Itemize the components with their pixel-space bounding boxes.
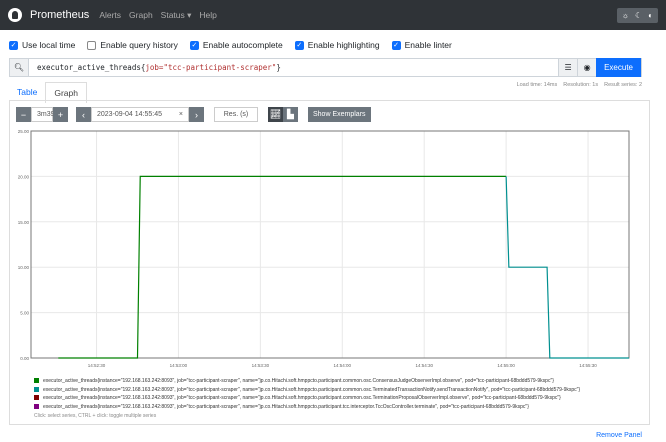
y-tick-label: 10.00	[18, 265, 30, 270]
option-label: Enable linter	[404, 40, 452, 50]
series-color-swatch	[34, 395, 39, 401]
legend-metric: executor_active_threads	[43, 403, 98, 410]
resolution-input[interactable]: Res. (s)	[214, 107, 258, 122]
legend-item[interactable]: executor_active_threads{instance="192.16…	[34, 403, 580, 412]
legend-item[interactable]: executor_active_threads{instance="192.16…	[34, 377, 580, 386]
prometheus-logo-icon[interactable]	[8, 8, 22, 22]
option-label: Enable query history	[100, 40, 178, 50]
legend-item[interactable]: executor_active_threads{instance="192.16…	[34, 394, 580, 403]
graph-controls: − 3m39s + ‹ 2023-09-04 14:55:45 × › Res. …	[16, 107, 371, 122]
option-label: Enable highlighting	[307, 40, 380, 50]
theme-toggle: ☼ ☾ ◐	[616, 7, 658, 23]
graph-panel: − 3m39s + ‹ 2023-09-04 14:55:45 × › Res. …	[9, 100, 650, 425]
prev-time-button[interactable]: ‹	[76, 107, 91, 122]
series-color-swatch	[34, 386, 39, 392]
x-tick-label: 14:52:30	[88, 363, 106, 368]
option-0[interactable]: ✓ Use local time	[9, 40, 75, 50]
series-line	[58, 175, 507, 359]
query-value: "tcc-participant-scraper"	[163, 63, 277, 72]
x-tick-label: 14:54:00	[334, 363, 352, 368]
remove-panel-link[interactable]: Remove Panel	[596, 432, 642, 439]
y-tick-label: 15.00	[18, 220, 30, 225]
option-2[interactable]: ✓ Enable autocomplete	[189, 40, 283, 50]
contrast-icon[interactable]: ◐	[648, 10, 653, 20]
option-1[interactable]: Enable query history	[87, 40, 178, 50]
y-tick-label: 25.00	[18, 129, 30, 134]
legend-labels: {instance="192.168.163.242:8093", job="t…	[97, 395, 561, 401]
series-line	[505, 176, 629, 359]
series-color-swatch	[34, 378, 39, 384]
options-row: ✓ Use local time Enable query history ✓ Enab…	[0, 30, 666, 50]
execute-button[interactable]: Execute	[596, 58, 641, 77]
checkbox[interactable]: ✓	[9, 40, 18, 50]
option-label: Enable autocomplete	[202, 40, 283, 50]
checkbox[interactable]: ✓	[189, 40, 199, 50]
result-series: Result series: 2	[604, 82, 642, 88]
navbar: Prometheus Alerts Graph Status ▾ Help ☼ …	[0, 0, 666, 30]
legend-labels: {instance="192.168.163.242:8093", job="t…	[97, 403, 529, 410]
tab-table[interactable]: Table	[17, 87, 38, 97]
checkbox[interactable]: ✓	[294, 40, 304, 50]
x-tick-label: 14:55:00	[497, 363, 515, 368]
brand[interactable]: Prometheus	[30, 9, 90, 21]
nav-help[interactable]: Help	[199, 10, 217, 20]
x-tick-label: 14:53:30	[252, 363, 270, 368]
sun-icon[interactable]: ☼	[621, 10, 629, 20]
plot-border	[30, 130, 630, 359]
end-time-input[interactable]: 2023-09-04 14:55:45	[97, 111, 162, 118]
moon-icon[interactable]: ☾	[634, 10, 643, 20]
y-tick-label: 0.00	[20, 356, 29, 361]
query-bar: 🔍︎ executor_active_threads{job="tcc-part…	[9, 58, 642, 77]
legend-hint: Click: select series, CTRL + click: togg…	[34, 413, 157, 419]
load-time: Load time: 14ms	[516, 82, 558, 88]
x-tick-label: 14:55:30	[579, 363, 597, 368]
option-3[interactable]: ✓ Enable highlighting	[294, 40, 380, 50]
option-label: Use local time	[22, 40, 76, 50]
search-icon: 🔍︎	[10, 59, 29, 76]
legend-metric: executor_active_threads	[43, 378, 98, 384]
legend-metric: executor_active_threads	[43, 395, 98, 401]
increase-range-button[interactable]: +	[53, 107, 68, 122]
stacked-chart-icon[interactable]: ▙	[283, 107, 298, 122]
legend-metric: executor_active_threads	[43, 386, 98, 393]
nav-status[interactable]: Status ▾	[160, 9, 192, 20]
query-stats: Load time: 14ms Resolution: 1s Result se…	[517, 82, 642, 88]
option-4[interactable]: ✓ Enable linter	[391, 40, 452, 50]
query-label: job=	[145, 63, 164, 72]
checkbox[interactable]	[87, 40, 97, 50]
range-input[interactable]: 3m39s	[31, 107, 58, 122]
y-tick-label: 5.00	[20, 311, 29, 316]
decrease-range-button[interactable]: −	[16, 107, 31, 122]
x-tick-label: 14:53:00	[170, 363, 188, 368]
checkbox[interactable]: ✓	[391, 40, 401, 50]
resolution: Resolution: 1s	[563, 82, 599, 88]
y-tick-label: 20.00	[18, 174, 30, 179]
nav-graph[interactable]: Graph	[129, 10, 153, 20]
legend-labels: {instance="192.168.163.242:8093", job="t…	[97, 378, 554, 384]
metrics-explorer-icon[interactable]: ◉	[577, 59, 597, 76]
format-icon[interactable]: ☰	[558, 59, 578, 76]
legend-labels: {instance="192.168.163.242:8093", job="t…	[97, 386, 581, 393]
query-brace: }	[276, 63, 281, 72]
series-color-swatch	[34, 403, 39, 409]
tabs: Table Graph	[9, 82, 87, 103]
legend-item[interactable]: executor_active_threads{instance="192.16…	[34, 386, 580, 395]
graph-chart[interactable]: 0.00 5.00 10.00 15.00 20.00 25.00 14:52:30 14:5…	[10, 125, 649, 375]
clear-time-button[interactable]: ×	[178, 111, 183, 118]
query-input[interactable]: executor_active_threads{job="tcc-partici…	[29, 63, 558, 72]
x-tick-label: 14:54:30	[415, 363, 433, 368]
query-brace: {	[140, 63, 146, 72]
line-chart-icon[interactable]: 📈︎	[268, 107, 283, 122]
show-exemplars-button[interactable]: Show Exemplars	[308, 107, 371, 122]
nav-alerts[interactable]: Alerts	[99, 10, 122, 20]
next-time-button[interactable]: ›	[189, 107, 204, 122]
tab-graph[interactable]: Graph	[45, 82, 87, 103]
query-metric: executor_active_threads	[37, 63, 141, 72]
legend: executor_active_threads{instance="192.16…	[34, 377, 580, 421]
